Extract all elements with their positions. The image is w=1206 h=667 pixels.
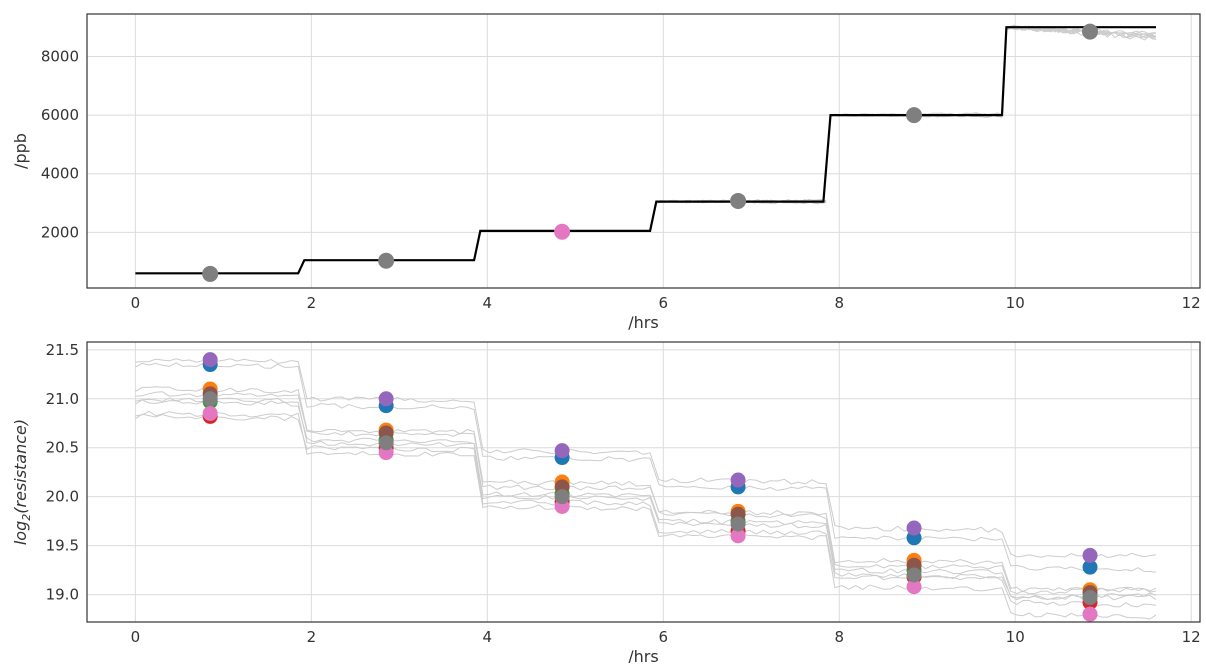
x-tick-label: 10 [1006, 628, 1025, 646]
measured-trace [1006, 24, 1157, 36]
x-tick-label: 0 [131, 294, 141, 312]
y-axis-label: log2(resistance) [11, 419, 33, 545]
data-point [906, 579, 922, 595]
data-point [202, 405, 218, 421]
y-tick-label: 8000 [41, 47, 79, 65]
plot-frame [86, 341, 1201, 623]
data-point [1082, 23, 1099, 40]
plot-area [135, 23, 1157, 282]
data-point [906, 567, 922, 583]
x-tick-label: 2 [307, 294, 317, 312]
x-tick-label: 4 [483, 628, 493, 646]
data-point [202, 391, 218, 407]
x-tick-label: 8 [834, 628, 844, 646]
data-point [378, 391, 394, 407]
y-tick-label: 6000 [41, 106, 79, 124]
data-point [906, 520, 922, 536]
data-point [730, 192, 747, 209]
x-tick-label: 12 [1182, 628, 1201, 646]
y-tick-label: 4000 [41, 165, 79, 183]
data-point [378, 252, 395, 269]
x-tick-label: 2 [307, 628, 317, 646]
sensor-trace [135, 410, 1157, 620]
data-point [1082, 590, 1098, 606]
data-point [730, 528, 746, 544]
y-tick-label: 19.0 [46, 586, 79, 604]
x-axis-label: /hrs [628, 313, 658, 332]
x-tick-label: 0 [131, 628, 141, 646]
measured-trace [1006, 25, 1157, 41]
y-tick-label: 19.5 [46, 537, 79, 555]
sensor-trace [135, 386, 1157, 593]
x-tick-label: 10 [1006, 294, 1025, 312]
data-point [202, 265, 219, 282]
x-tick-label: 4 [483, 294, 493, 312]
sensor-trace [135, 413, 1157, 608]
panel-2: 0 2 4 6 8 10 12 19.0 19.5 20.0 20.5 21.0 21.5/hrs log… [11, 341, 1201, 666]
y-axis-label: /ppb [11, 133, 30, 169]
sensor-trace [135, 391, 1157, 595]
data-point [730, 472, 746, 488]
data-point [554, 489, 570, 505]
data-point [378, 435, 394, 451]
x-tick-label: 6 [659, 294, 669, 312]
data-point [554, 223, 571, 240]
y-tick-label: 20.0 [46, 488, 79, 506]
data-point [1082, 559, 1098, 575]
plot-frame [86, 13, 1201, 289]
x-tick-label: 8 [834, 294, 844, 312]
data-point [202, 352, 218, 368]
y-tick-label: 21.0 [46, 390, 79, 408]
x-tick-label: 6 [659, 628, 669, 646]
y-tick-label: 20.5 [46, 439, 79, 457]
data-point [1082, 547, 1098, 563]
x-tick-label: 12 [1182, 294, 1201, 312]
sensor-trace [135, 399, 1157, 601]
data-point [1082, 606, 1098, 622]
sensor-trace [135, 358, 1157, 559]
sensor-trace [135, 397, 1157, 601]
x-axis-label: /hrs [628, 647, 658, 663]
sensor-trace [135, 362, 1157, 573]
data-point [906, 107, 923, 124]
plot-area [135, 352, 1157, 622]
setpoint-line [135, 26, 1156, 275]
panel-1: 0 2 4 6 8 10 12 2000 4000 6000 8000/hrs/ppb [11, 13, 1201, 332]
y-tick-label: 2000 [41, 223, 79, 241]
y-tick-label: 21.5 [46, 341, 79, 359]
data-point [730, 516, 746, 532]
data-point [554, 443, 570, 459]
